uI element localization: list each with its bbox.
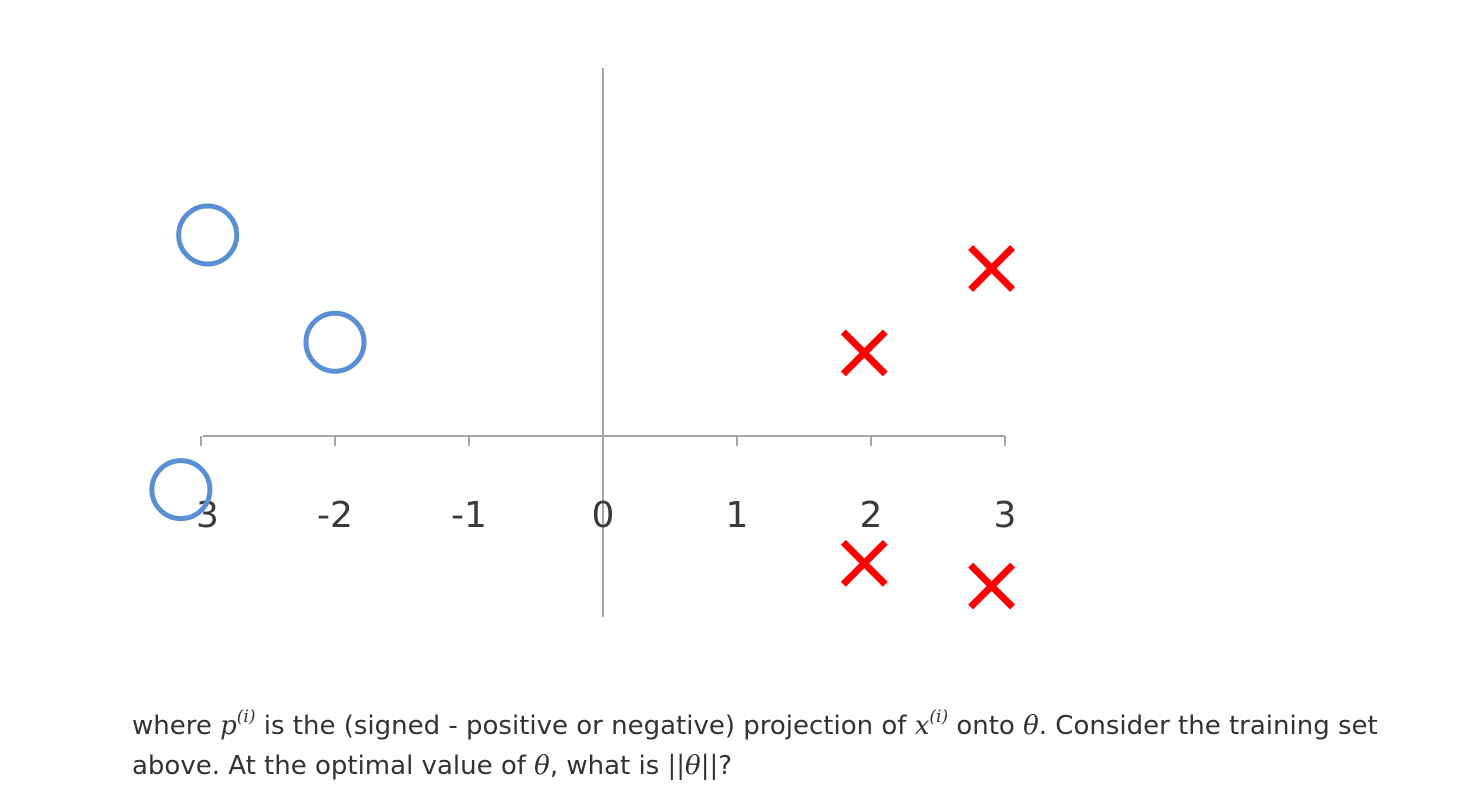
circle-marker bbox=[149, 458, 213, 522]
x-tick-label: 1 bbox=[726, 495, 749, 536]
question-part: where bbox=[132, 711, 221, 741]
x-marker bbox=[968, 245, 1016, 292]
theta-norm: ||θ|| bbox=[667, 751, 719, 781]
x-tick-label: 0 bbox=[592, 495, 615, 536]
x-tick-label: -2 bbox=[317, 495, 353, 536]
x-tick-label: 3 bbox=[994, 495, 1017, 536]
x-marker bbox=[840, 329, 888, 377]
question-part: onto bbox=[948, 711, 1024, 741]
theta-symbol: θ bbox=[1023, 711, 1039, 741]
x-tick-label: 2 bbox=[860, 495, 883, 536]
x-marker-stroke bbox=[968, 562, 1016, 610]
superscript-i: (i) bbox=[929, 707, 949, 727]
x-marker-stroke bbox=[968, 245, 1016, 292]
question-part: , what is bbox=[549, 751, 668, 781]
question-part: is the (signed - positive or negative) p… bbox=[255, 711, 915, 741]
x-marker-stroke bbox=[840, 329, 888, 377]
question-part: ? bbox=[718, 751, 733, 781]
question-part: . Consider the training set above. At th… bbox=[132, 711, 1378, 781]
x-axis-tick-labels: -3 -2 -1 0 1 2 3 bbox=[183, 495, 1016, 536]
x-marker bbox=[840, 539, 888, 587]
x-marker-stroke bbox=[840, 539, 888, 587]
circle-marker bbox=[176, 203, 240, 267]
x-axis-ticks bbox=[200, 436, 1006, 446]
question-text: where p(i) is the (signed - positive or … bbox=[132, 706, 1432, 786]
x-tick-label: -1 bbox=[451, 495, 487, 536]
data-markers bbox=[149, 203, 1016, 610]
theta-symbol: θ bbox=[534, 751, 550, 781]
p-symbol: p bbox=[220, 711, 237, 741]
x-marker bbox=[968, 562, 1016, 610]
x-symbol: x bbox=[914, 711, 930, 741]
circle-marker bbox=[303, 310, 367, 374]
scatter-chart: -3 -2 -1 0 1 2 3 bbox=[149, 68, 1016, 617]
superscript-i: (i) bbox=[236, 707, 256, 727]
